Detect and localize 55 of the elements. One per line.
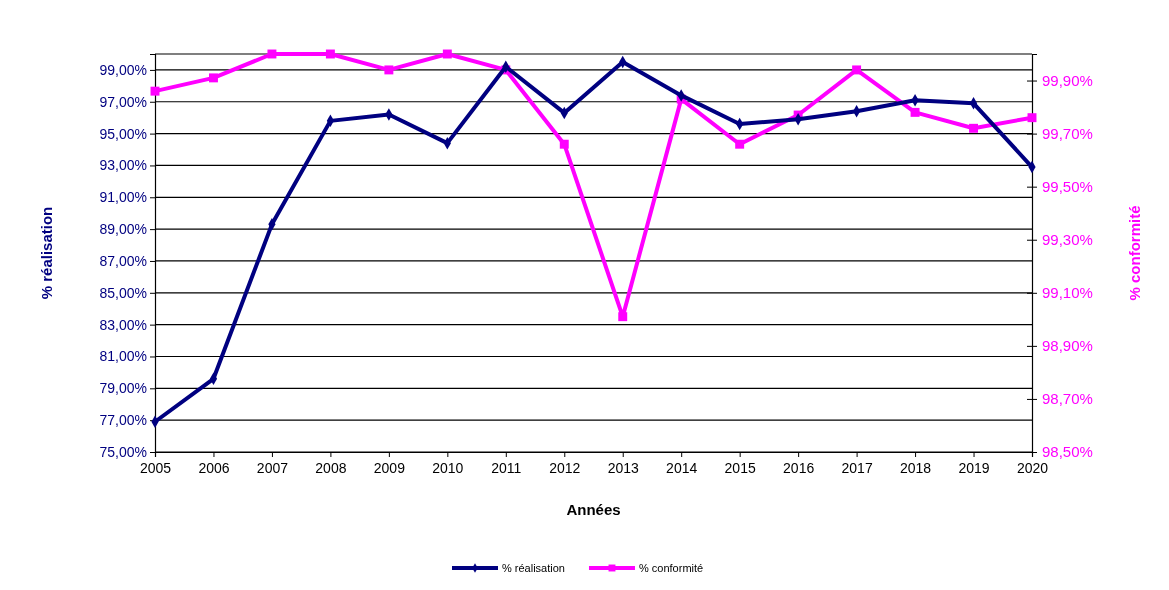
x-tick-label: 2015 xyxy=(724,459,756,476)
x-tick-label: 2011 xyxy=(491,459,522,476)
x-tick-label: 2007 xyxy=(256,459,289,476)
y-tick-label: 75,00% xyxy=(99,443,147,460)
y-tick-label: 85,00% xyxy=(99,284,147,301)
point xyxy=(852,65,862,75)
y-tick-label: 97,00% xyxy=(99,93,147,110)
x-tick-label: 2005 xyxy=(139,459,172,476)
legend-label: % conformité xyxy=(638,562,704,574)
point xyxy=(910,107,920,117)
point xyxy=(618,312,628,322)
point xyxy=(1027,113,1037,123)
y2-tick-label: 99,10% xyxy=(1042,284,1093,302)
y2-tick-label: 99,90% xyxy=(1042,71,1093,89)
y-tick-label: 79,00% xyxy=(99,380,147,397)
y-tick-label: 81,00% xyxy=(99,348,147,365)
x-tick-label: 2016 xyxy=(783,459,815,476)
y2-tick-label: 99,30% xyxy=(1042,231,1093,249)
x-axis-title: Années xyxy=(566,501,621,518)
point xyxy=(150,86,160,96)
point xyxy=(442,49,452,59)
y-tick-label: 83,00% xyxy=(99,316,147,333)
y2-tick-label: 98,90% xyxy=(1042,337,1093,355)
y2-axis-title: % conformité xyxy=(1126,205,1143,301)
y2-tick-label: 99,50% xyxy=(1042,177,1093,195)
y-axis-title: % réalisation xyxy=(38,206,55,300)
point xyxy=(267,49,277,59)
legend-label: % réalisation xyxy=(502,562,565,574)
x-tick-label: 2014 xyxy=(666,459,698,476)
point xyxy=(969,123,979,133)
point xyxy=(735,139,745,149)
x-tick-label: 2020 xyxy=(1016,459,1049,476)
x-tick-label: 2010 xyxy=(432,459,464,476)
x-tick-label: 2013 xyxy=(607,459,640,476)
x-tick-label: 2006 xyxy=(198,459,230,476)
y2-tick-label: 98,50% xyxy=(1042,443,1093,461)
y-tick-label: 99,00% xyxy=(99,61,147,78)
y-tick-label: 77,00% xyxy=(99,412,147,429)
x-tick-label: 2012 xyxy=(549,459,581,476)
y-tick-label: 87,00% xyxy=(99,252,147,269)
x-tick-label: 2019 xyxy=(958,459,990,476)
point xyxy=(559,139,569,149)
x-tick-label: 2017 xyxy=(841,459,873,476)
y-tick-label: 89,00% xyxy=(99,221,147,238)
point xyxy=(384,65,394,75)
y2-tick-label: 98,70% xyxy=(1042,390,1093,408)
y2-tick-label: 99,70% xyxy=(1042,124,1093,142)
x-tick-label: 2018 xyxy=(899,459,932,476)
point xyxy=(208,73,218,83)
y-tick-label: 95,00% xyxy=(99,125,147,142)
point xyxy=(325,49,335,59)
x-tick-label: 2008 xyxy=(315,459,347,476)
y-tick-label: 91,00% xyxy=(99,189,147,206)
x-tick-label: 2009 xyxy=(373,459,406,476)
y-tick-label: 93,00% xyxy=(99,157,147,174)
